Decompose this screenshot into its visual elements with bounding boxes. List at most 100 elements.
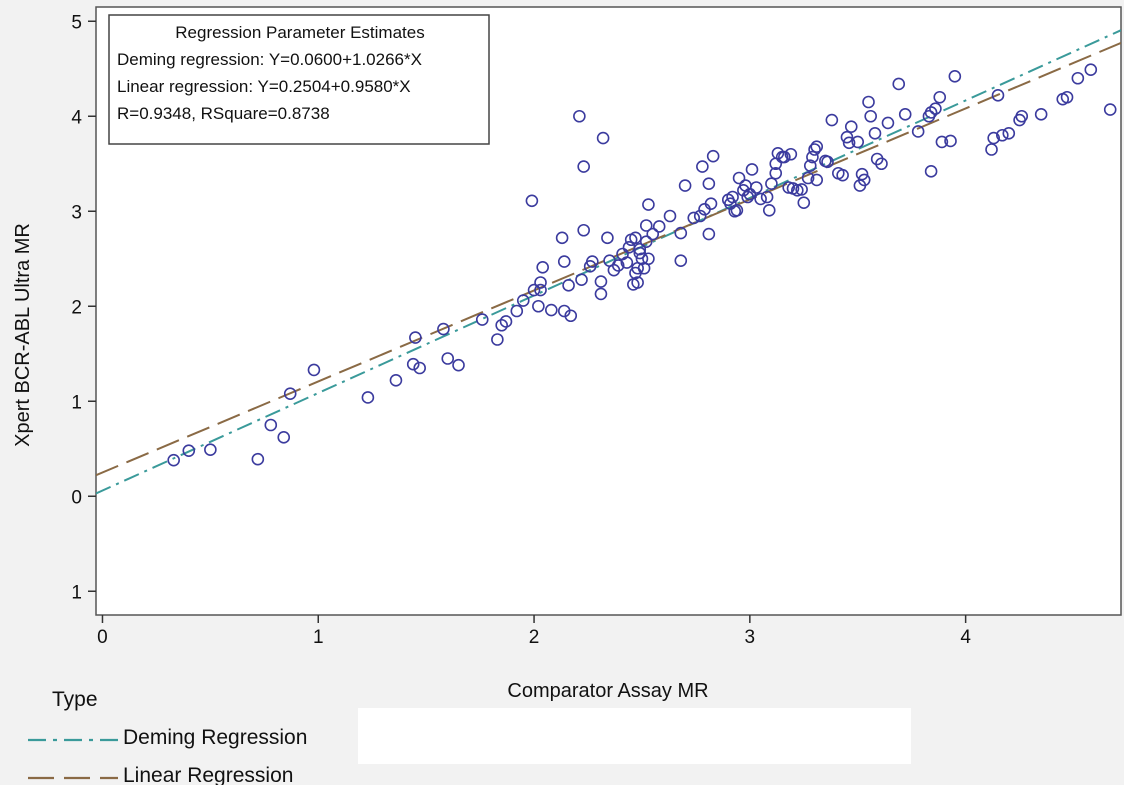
data-point bbox=[361, 391, 375, 404]
data-point bbox=[842, 136, 856, 150]
x-tick-label: 1 bbox=[313, 627, 324, 648]
data-point bbox=[726, 190, 739, 204]
data-point bbox=[825, 113, 839, 127]
data-point bbox=[557, 255, 571, 268]
data-point bbox=[1015, 109, 1029, 123]
y-tick-label: 3 bbox=[71, 202, 82, 223]
data-point bbox=[987, 131, 1000, 145]
data-point bbox=[277, 431, 291, 444]
data-point bbox=[924, 106, 938, 119]
x-axis-title: Comparator Assay MR bbox=[507, 680, 708, 702]
data-point bbox=[646, 227, 660, 241]
data-point bbox=[573, 109, 586, 123]
data-point bbox=[702, 177, 716, 190]
data-point bbox=[844, 120, 858, 133]
blank-panel bbox=[358, 708, 911, 764]
data-point bbox=[881, 116, 895, 130]
legend-label-deming: Deming Regression bbox=[123, 726, 307, 749]
data-point bbox=[743, 187, 757, 201]
y-tick-label: 1 bbox=[71, 582, 82, 603]
deming-regression-line bbox=[96, 29, 1121, 495]
data-point bbox=[510, 304, 524, 318]
data-point bbox=[765, 177, 778, 190]
data-point bbox=[801, 171, 815, 185]
data-point bbox=[1060, 90, 1074, 104]
data-point bbox=[639, 235, 653, 248]
data-point bbox=[706, 149, 720, 163]
y-tick-label: 2 bbox=[71, 297, 82, 318]
data-point bbox=[167, 453, 180, 467]
data-point bbox=[499, 315, 513, 328]
x-tick-label: 4 bbox=[960, 627, 971, 648]
data-point bbox=[491, 333, 504, 346]
data-point bbox=[771, 147, 785, 160]
data-point bbox=[635, 252, 649, 266]
data-point bbox=[575, 273, 588, 286]
data-point bbox=[525, 194, 539, 208]
data-point bbox=[441, 352, 455, 365]
data-point bbox=[760, 190, 774, 204]
data-point bbox=[991, 89, 1005, 102]
data-point bbox=[283, 387, 297, 400]
data-point bbox=[663, 209, 677, 223]
data-point bbox=[413, 361, 426, 375]
data-point bbox=[182, 444, 196, 457]
legend-title: Type bbox=[52, 688, 98, 711]
data-point bbox=[562, 279, 575, 292]
data-point bbox=[495, 318, 508, 332]
data-point bbox=[750, 181, 763, 194]
data-point bbox=[687, 211, 701, 225]
data-point bbox=[264, 418, 278, 432]
data-point bbox=[527, 283, 541, 297]
data-point bbox=[594, 275, 608, 288]
data-point bbox=[795, 183, 808, 196]
y-tick-label: 1 bbox=[71, 392, 82, 413]
data-point bbox=[1071, 71, 1085, 85]
data-point bbox=[545, 303, 558, 317]
data-point bbox=[601, 231, 614, 245]
data-point bbox=[702, 227, 716, 241]
x-tick-label: 2 bbox=[529, 627, 540, 648]
data-point bbox=[620, 256, 634, 269]
data-point bbox=[924, 165, 938, 178]
data-point bbox=[577, 223, 590, 237]
data-point bbox=[810, 140, 824, 153]
data-point bbox=[452, 358, 465, 372]
data-point bbox=[864, 109, 877, 123]
data-point bbox=[862, 95, 875, 109]
data-point bbox=[696, 160, 709, 173]
data-point bbox=[652, 220, 666, 233]
stats-line-linear: Linear regression: Y=0.2504+0.9580*X bbox=[117, 77, 411, 96]
data-point bbox=[754, 192, 767, 206]
data-point bbox=[730, 204, 744, 217]
data-point bbox=[741, 190, 754, 204]
data-point bbox=[935, 135, 949, 149]
data-point bbox=[911, 125, 925, 138]
data-point bbox=[836, 168, 849, 182]
legend-label-linear: Linear Regression bbox=[123, 764, 293, 785]
data-point bbox=[406, 357, 420, 371]
data-point bbox=[693, 209, 707, 223]
data-point bbox=[564, 309, 578, 323]
data-point bbox=[536, 260, 549, 274]
data-point bbox=[532, 299, 545, 313]
data-point bbox=[732, 171, 746, 185]
data-point bbox=[516, 294, 530, 307]
y-axis-title: Xpert BCR-ABL Ultra MR bbox=[12, 223, 34, 447]
data-point bbox=[642, 252, 655, 266]
data-point bbox=[642, 198, 655, 211]
data-point bbox=[762, 204, 776, 217]
data-point bbox=[803, 159, 817, 172]
data-point bbox=[810, 173, 824, 187]
data-point bbox=[534, 276, 547, 289]
data-point bbox=[875, 157, 888, 171]
data-point bbox=[851, 135, 865, 149]
stats-line-correlation: R=0.9348, RSquare=0.8738 bbox=[117, 104, 330, 123]
y-tick-label: 5 bbox=[71, 12, 82, 33]
data-point bbox=[948, 70, 962, 83]
data-point bbox=[409, 331, 422, 344]
stats-line-deming: Deming regression: Y=0.0600+1.0266*X bbox=[117, 50, 422, 69]
legend: Type Deming Regression Linear Regression bbox=[28, 688, 307, 785]
data-point bbox=[806, 150, 819, 164]
linear-regression-line bbox=[96, 41, 1121, 477]
